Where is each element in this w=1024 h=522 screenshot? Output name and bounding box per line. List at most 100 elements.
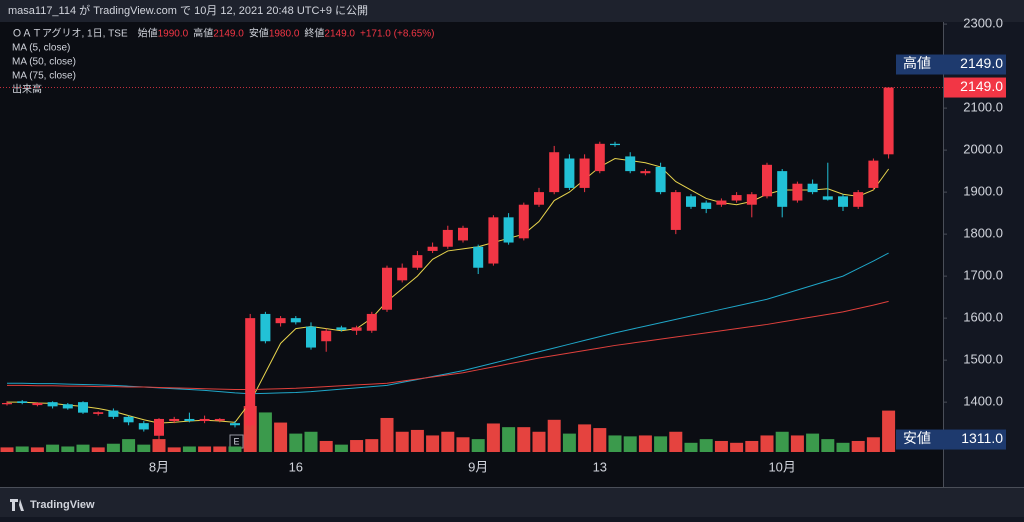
volume-bar — [61, 446, 75, 452]
volume-bar — [684, 442, 698, 452]
low-marker-box — [896, 429, 1006, 450]
volume-bar — [578, 424, 592, 452]
candle-body — [868, 160, 879, 188]
volume-legend: 出来高 — [12, 83, 42, 96]
ma-legend: MA (50, close) — [12, 57, 76, 68]
legend: ＯＡＴアグリオ, 1日, TSE 始値 1990.0 高値 2149.0 安値 1980.… — [12, 27, 435, 96]
volume-bar — [760, 435, 774, 452]
volume-bar — [866, 437, 880, 452]
symbol-title: ＯＡＴアグリオ, 1日, TSE — [12, 27, 128, 40]
volume-bar — [730, 442, 744, 452]
volume-bar — [334, 444, 348, 452]
volume-bar — [426, 435, 440, 452]
candle-body — [670, 192, 681, 230]
volume-bar — [532, 431, 546, 452]
candle-body — [716, 200, 727, 205]
volume-bar — [350, 440, 364, 452]
candle-body — [731, 195, 742, 201]
volume-bar — [608, 435, 622, 452]
candle-body — [351, 327, 362, 331]
candle-body — [579, 158, 590, 188]
candle-body — [306, 326, 316, 348]
candle-body — [655, 166, 666, 193]
volume-bar — [228, 446, 242, 452]
volume-bar — [441, 431, 455, 452]
candle-body — [458, 227, 468, 241]
low-marker-value: 1311.0 — [961, 430, 1003, 446]
candle-body — [564, 158, 575, 188]
change: +171.0 (+8.65%) — [360, 29, 435, 40]
candle-body — [412, 255, 423, 268]
y-tick-label: 1700.0 — [963, 268, 1003, 283]
ohlc-label: 終値 — [304, 27, 324, 40]
volume-bar — [836, 442, 850, 452]
volume-bar — [456, 437, 470, 452]
volume-bar — [258, 412, 272, 452]
candle-body — [822, 196, 833, 200]
volume-bar — [486, 423, 500, 452]
ma-legend: MA (5, close) — [12, 43, 70, 54]
volume-bar — [775, 431, 789, 452]
volume-bar — [15, 446, 29, 452]
volume-bar — [304, 431, 318, 452]
y-tick-label: 2100.0 — [963, 100, 1003, 115]
candle-body — [17, 401, 28, 403]
volume-bar — [517, 427, 531, 452]
candle-body — [93, 412, 104, 414]
ohlc-label: 高値 — [193, 27, 213, 40]
volume-bar — [821, 439, 835, 452]
volume-bar — [410, 429, 424, 452]
candle-body — [427, 246, 438, 251]
volume-bar — [851, 440, 865, 452]
logo-icon — [10, 499, 24, 511]
volume-bar — [669, 431, 683, 452]
volume-bar — [30, 447, 44, 452]
y-tick-label: 1400.0 — [963, 394, 1003, 409]
top-bar — [0, 0, 1024, 22]
high-marker-value: 2149.0 — [960, 55, 1003, 71]
candle-body — [138, 423, 149, 430]
candle-body — [442, 229, 453, 247]
candle-body — [169, 418, 180, 422]
volume-bar — [882, 410, 896, 452]
candle-body — [199, 418, 210, 422]
y-tick-label: 2300.0 — [963, 16, 1003, 31]
volume-bar — [502, 427, 516, 452]
last-price-box — [944, 77, 1006, 98]
volume-bar — [319, 440, 333, 452]
x-tick-label: 8月 — [149, 459, 169, 474]
candle-body — [473, 246, 484, 268]
y-tick-label: 2000.0 — [963, 142, 1003, 157]
candle-body — [807, 183, 818, 193]
y-tick-label: 1900.0 — [963, 184, 1003, 199]
footer — [0, 488, 1024, 517]
candle-body — [123, 416, 134, 423]
volume-bar — [198, 446, 212, 452]
volume-bar — [152, 439, 166, 452]
volume-bar — [745, 440, 759, 452]
candle-body — [230, 423, 240, 426]
volume-bar — [380, 417, 394, 452]
candle-body — [245, 318, 256, 426]
x-tick-label: 16 — [289, 459, 303, 474]
volume-bar — [46, 444, 60, 452]
volume-bar — [593, 428, 607, 452]
candle-body — [883, 87, 894, 155]
volume-bar — [471, 439, 485, 452]
published-note: masa117_114 が TradingView.com で 10月 12, … — [8, 3, 368, 17]
y-tick-label: 1800.0 — [963, 226, 1003, 241]
candle-body — [290, 318, 301, 323]
y-tick-label: 1500.0 — [963, 352, 1003, 367]
candle-body — [108, 410, 119, 417]
ohlc-value: 1990.0 — [158, 29, 189, 40]
candle-body — [503, 217, 514, 243]
volume-bar — [213, 446, 227, 452]
candle-body — [792, 183, 803, 201]
volume-bar — [91, 447, 105, 452]
ohlc-value: 2149.0 — [213, 29, 244, 40]
brand-logo: TradingView — [10, 499, 95, 511]
ma-line — [7, 157, 890, 424]
candle-body — [549, 152, 560, 193]
candle-body — [336, 327, 347, 330]
